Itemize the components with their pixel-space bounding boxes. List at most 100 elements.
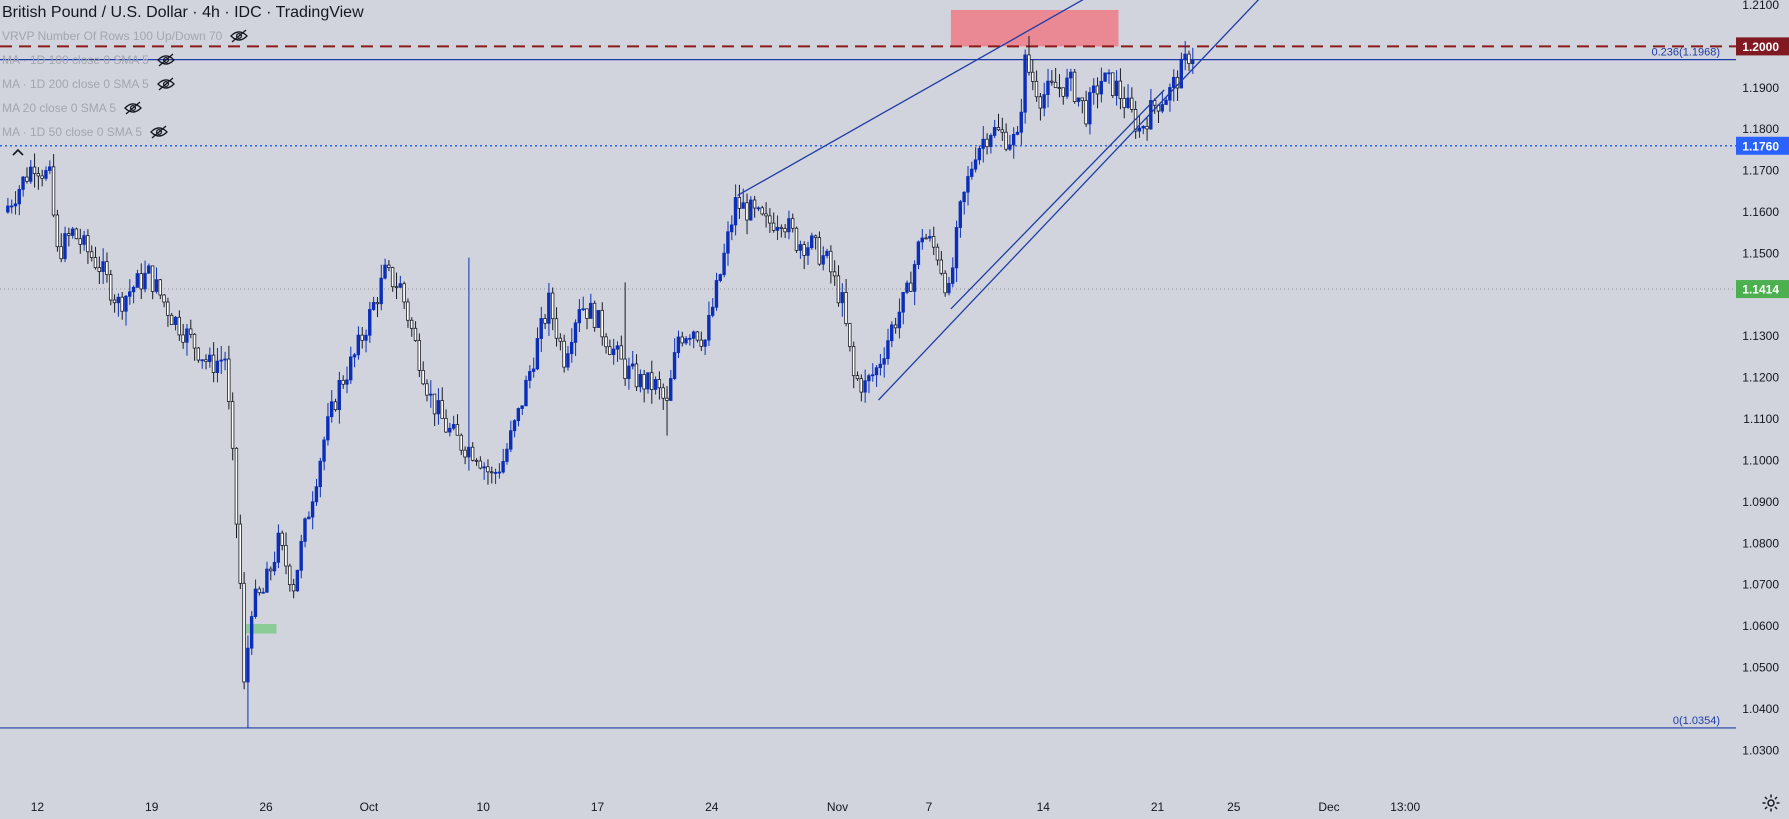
eye-off-icon[interactable] (124, 101, 142, 115)
candle (1095, 77, 1100, 109)
candle (924, 233, 928, 240)
y-tick-label: 1.1200 (1742, 371, 1779, 385)
eye-off-icon[interactable] (156, 77, 175, 91)
eye-off-icon[interactable] (150, 125, 168, 139)
candle (581, 296, 585, 311)
candle (935, 243, 940, 266)
candle (653, 376, 658, 395)
candle (619, 335, 623, 360)
candle (25, 167, 29, 184)
indicator-row[interactable]: MA · 1D 50 close 0 SMA 5 (2, 120, 364, 144)
indicator-row[interactable]: MA · 1D 100 close 0 SMA 5 (2, 48, 364, 72)
candle (1019, 98, 1023, 145)
trendline[interactable] (878, 0, 1263, 401)
candle (1118, 68, 1123, 110)
candle (124, 295, 128, 326)
y-tick-label: 1.0600 (1742, 619, 1779, 633)
candle (116, 293, 120, 317)
candle (638, 369, 642, 393)
candle (429, 380, 433, 408)
candle (745, 193, 749, 235)
candle (950, 257, 955, 288)
candle (1000, 117, 1004, 141)
candle (1042, 82, 1046, 117)
candle (200, 359, 204, 369)
candle (730, 215, 734, 241)
candle (474, 458, 479, 466)
candle (642, 369, 646, 403)
candle (448, 422, 452, 437)
candle (973, 147, 978, 173)
candle (1149, 88, 1153, 130)
eye-off-icon[interactable] (156, 53, 175, 67)
candle (93, 246, 98, 270)
candle (947, 276, 951, 296)
candle (74, 227, 79, 240)
trendline[interactable] (950, 89, 1165, 310)
candle (303, 517, 307, 548)
candle (775, 215, 780, 241)
candle (737, 184, 742, 219)
candle (916, 240, 921, 270)
candle (752, 195, 757, 218)
candle (836, 265, 841, 307)
candle (112, 294, 117, 313)
trendline[interactable] (737, 0, 1092, 197)
candle (337, 371, 341, 424)
indicator-row[interactable]: MA · 1D 200 close 0 SMA 5 (2, 72, 364, 96)
collapse-legend-icon[interactable] (10, 146, 26, 158)
candle (749, 196, 753, 221)
candle (840, 283, 844, 317)
eye-off-icon[interactable] (230, 29, 249, 43)
candle (467, 257, 471, 471)
candle (86, 229, 90, 264)
candle (596, 310, 601, 328)
candle (1008, 134, 1012, 151)
candle (550, 287, 555, 331)
candle (246, 635, 250, 728)
indicator-row[interactable]: MA 20 close 0 SMA 5 (2, 96, 364, 120)
candle (505, 443, 509, 465)
candle (1053, 67, 1058, 88)
support-zone[interactable] (246, 624, 277, 634)
candle (600, 302, 604, 346)
indicator-row[interactable]: VRVP Number Of Rows 100 Up/Down 70 (2, 24, 364, 48)
candle (67, 227, 71, 247)
resistance-zone[interactable] (950, 9, 1119, 47)
candle (1171, 69, 1176, 102)
x-tick-label: 12 (31, 800, 45, 814)
candle (375, 296, 380, 318)
candle (630, 351, 635, 370)
x-tick-label: 17 (591, 800, 605, 814)
candle (379, 264, 383, 311)
candle (928, 229, 932, 242)
candle (249, 611, 254, 655)
candle (291, 578, 296, 599)
candle (939, 251, 943, 276)
candle (867, 373, 871, 394)
candle (89, 245, 94, 262)
y-tick-label: 1.1600 (1742, 205, 1779, 219)
candle (181, 323, 185, 349)
candle (97, 256, 101, 284)
candle (912, 260, 917, 306)
candle (855, 371, 860, 381)
x-tick-label: 13:00 (1390, 800, 1420, 814)
candle (394, 272, 399, 300)
y-tick-label: 1.2100 (1742, 0, 1779, 12)
candle (1046, 68, 1050, 108)
y-tick-label: 1.1700 (1742, 164, 1779, 178)
candle (977, 145, 982, 165)
candle (444, 409, 448, 433)
candle (714, 272, 719, 311)
settings-gear-icon[interactable] (1761, 793, 1781, 813)
candle (970, 161, 974, 180)
candle (844, 278, 848, 327)
candle (17, 185, 21, 216)
y-tick-label: 1.1500 (1742, 246, 1779, 260)
y-tick-label: 1.0700 (1742, 578, 1779, 592)
candle (1015, 125, 1020, 136)
indicator-label: MA · 1D 200 close 0 SMA 5 (2, 77, 149, 91)
